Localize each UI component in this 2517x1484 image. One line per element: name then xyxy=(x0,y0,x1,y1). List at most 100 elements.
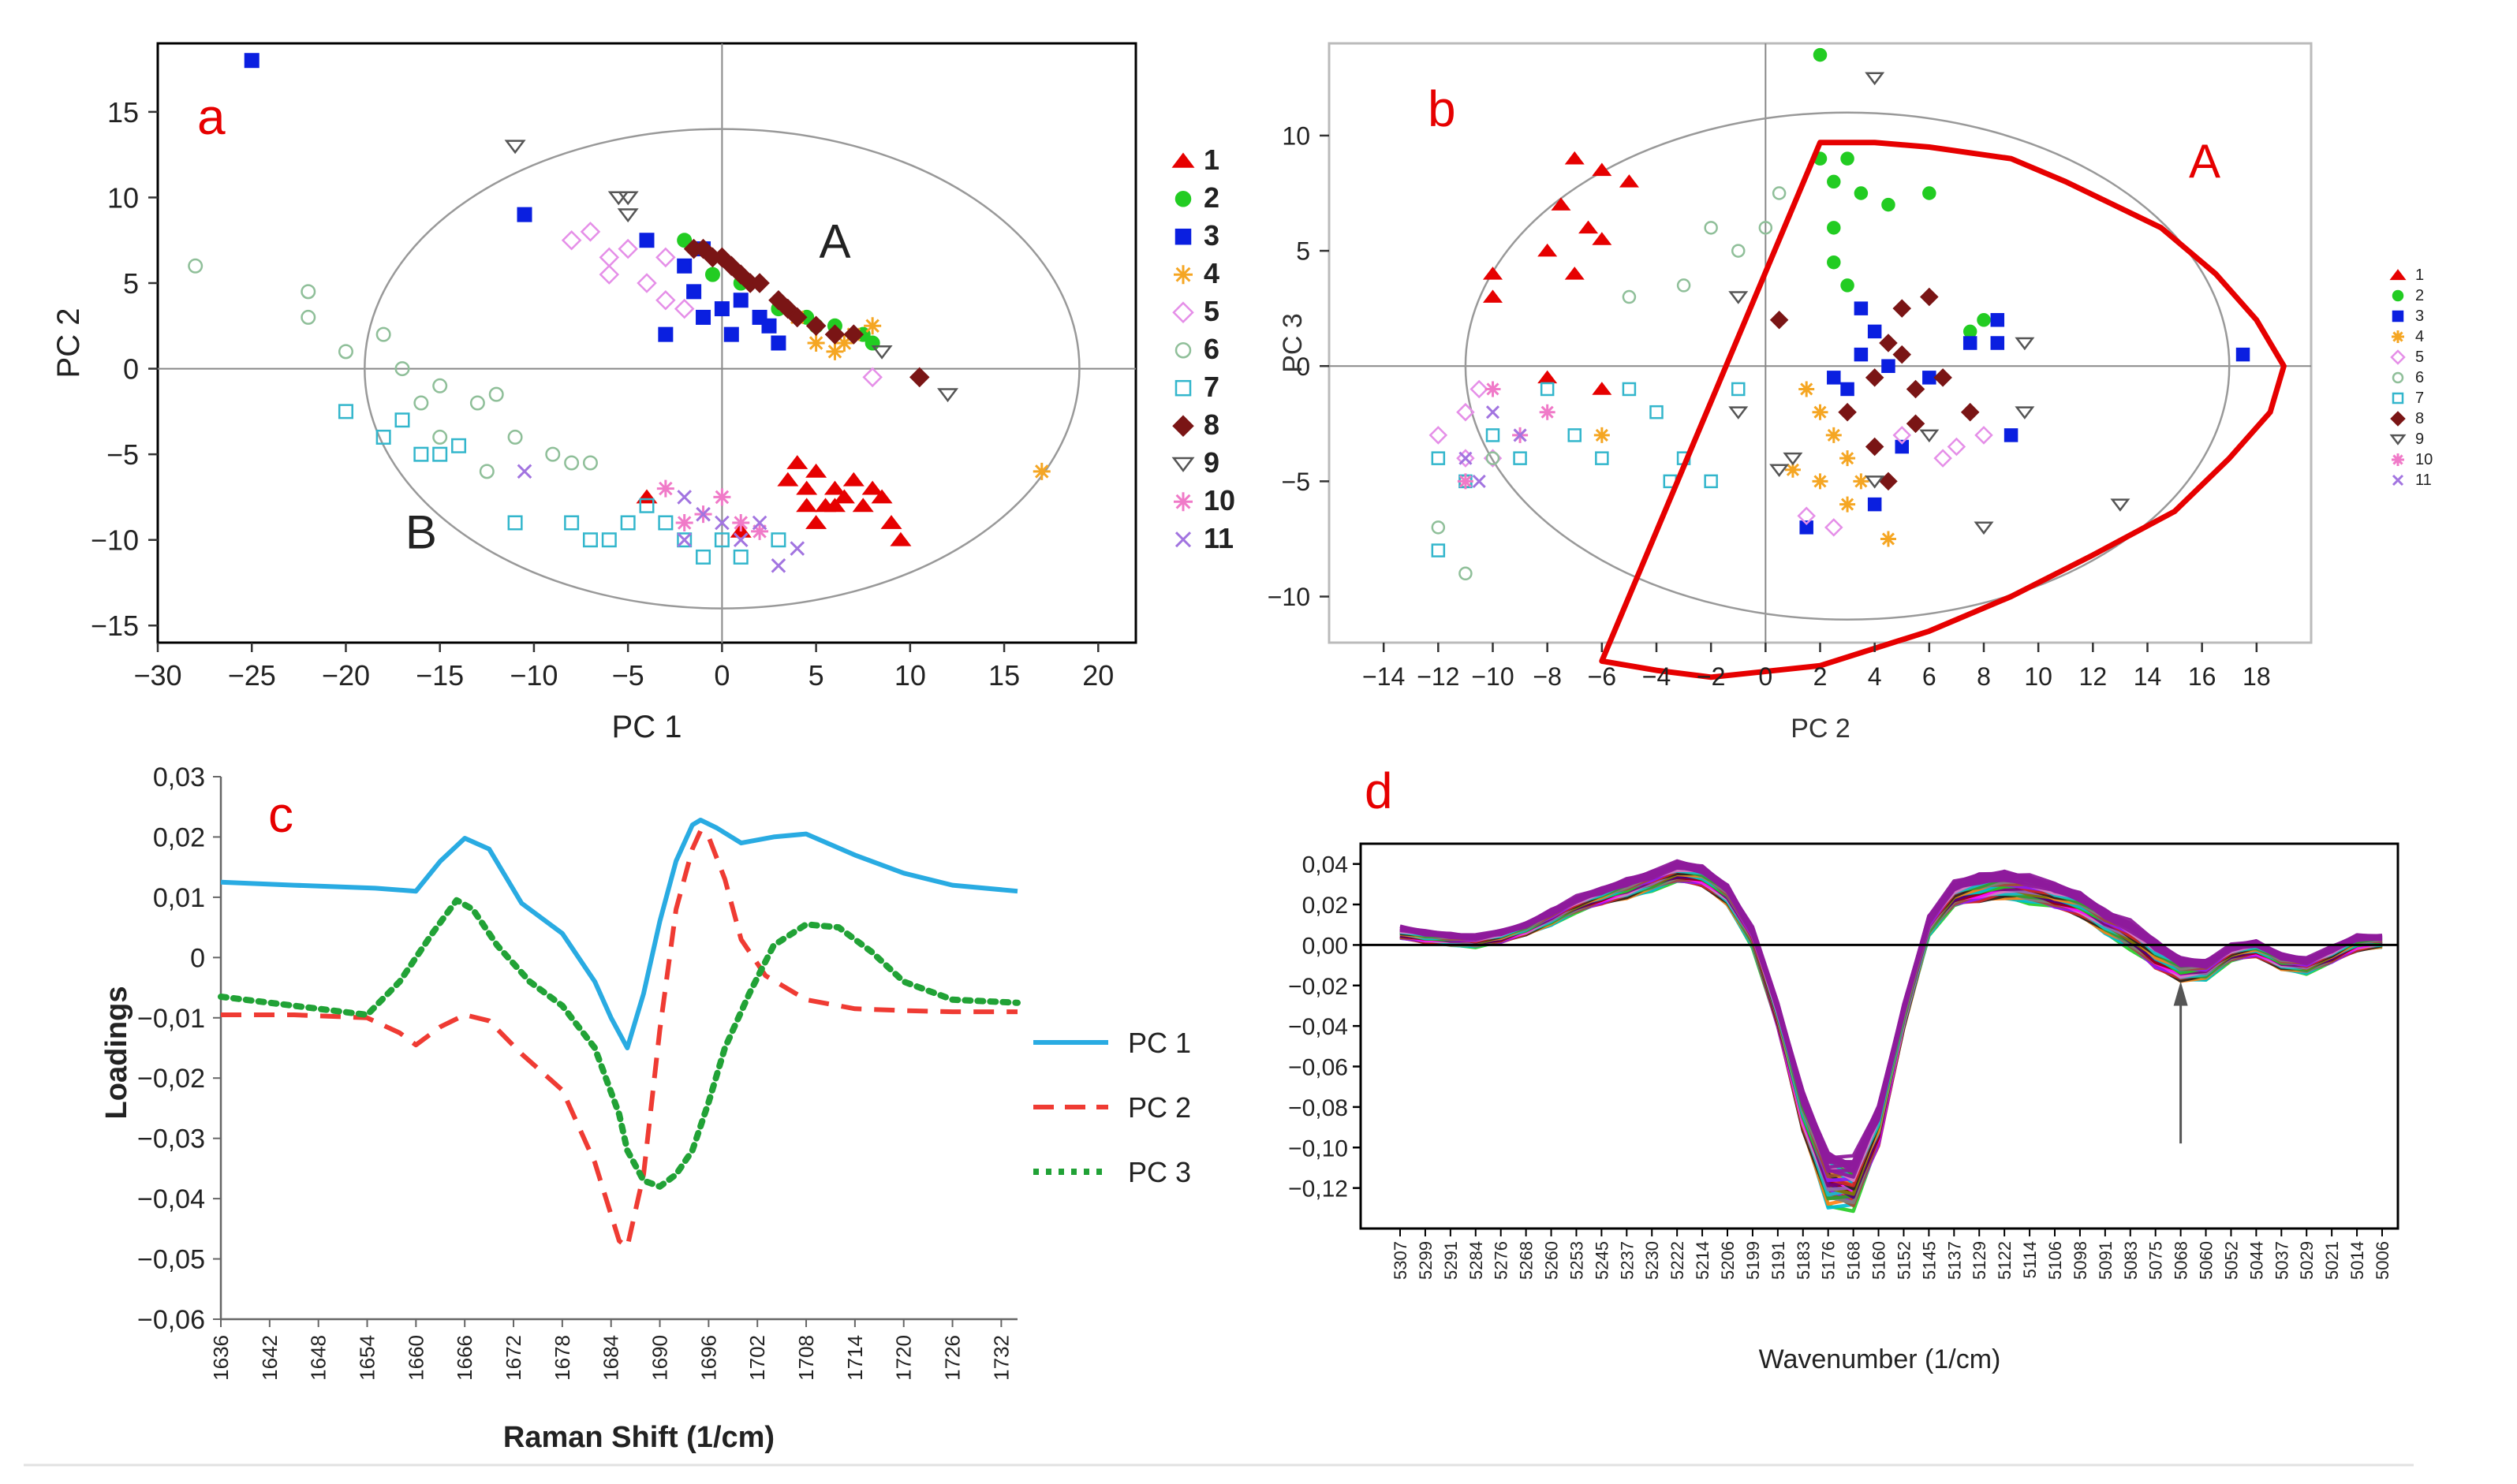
x-tick-label: 1720 xyxy=(892,1335,916,1381)
legend-marker-4 xyxy=(2392,330,2404,343)
y-tick-label: −0,08 xyxy=(1288,1095,1348,1121)
data-point-series-4 xyxy=(1825,427,1842,443)
y-tick-label: 0 xyxy=(123,353,139,386)
x-tick-label: −15 xyxy=(416,659,464,692)
x-tick-label: 5160 xyxy=(1869,1241,1889,1280)
data-point-series-8 xyxy=(1906,414,1925,434)
x-tick-label: 1690 xyxy=(648,1335,672,1381)
line-series-pc1 xyxy=(220,818,1018,1050)
data-point-series-11 xyxy=(1458,451,1473,465)
data-point-series-3 xyxy=(714,301,730,317)
y-tick-label: −0,05 xyxy=(137,1245,205,1275)
data-point-series-3 xyxy=(1990,336,2005,350)
data-point-series-8 xyxy=(1960,402,1980,422)
panel-b-pca-scores: −14 −12 −10 −8 −6 −4 −2 0 2 4 6 8 10 12 14 16 181050−5−1… xyxy=(1268,42,2433,744)
data-point-series-3 xyxy=(1895,439,1909,454)
legend-marker-10 xyxy=(2392,453,2404,466)
x-tick-label: 0 xyxy=(714,659,730,692)
legend-label-10: 10 xyxy=(2415,451,2433,468)
data-point-series-6 xyxy=(469,395,485,411)
data-point-series-2 xyxy=(677,233,693,248)
data-point-series-4 xyxy=(826,342,844,360)
data-point-series-7 xyxy=(432,446,448,462)
data-point-series-3 xyxy=(677,258,693,274)
legend-label-11: 11 xyxy=(1204,522,1234,554)
panel-b-legend: 1 2 3 4 5 6 7 8 9 10 11 xyxy=(2389,267,2433,489)
data-point-series-7 xyxy=(1567,428,1582,442)
data-point-series-6 xyxy=(1622,289,1637,304)
y-tick-label: −0,01 xyxy=(137,1004,205,1034)
legend-label-6: 6 xyxy=(2415,369,2424,386)
x-tick-label: 5276 xyxy=(1492,1241,1511,1280)
data-point-series-6 xyxy=(338,344,353,360)
data-point-series-5 xyxy=(561,229,582,251)
x-tick-label: 16 xyxy=(2188,662,2216,691)
y-tick-label: −0,06 xyxy=(137,1305,205,1335)
data-point-series-3 xyxy=(1867,497,1882,512)
data-point-series-9 xyxy=(2015,337,2035,351)
data-point-series-8 xyxy=(824,324,846,345)
x-tick-label: 5 xyxy=(809,659,824,692)
x-tick-label: 1666 xyxy=(453,1335,476,1381)
legend-label-11: 11 xyxy=(2415,472,2432,489)
data-point-series-1 xyxy=(842,472,865,487)
x-tick-label: 1660 xyxy=(404,1335,428,1381)
data-point-series-3 xyxy=(696,309,711,325)
data-point-series-1 xyxy=(823,498,846,513)
data-point-series-2 xyxy=(1813,47,1828,62)
data-point-series-8 xyxy=(1892,299,1912,318)
data-point-series-6 xyxy=(1485,451,1500,465)
data-point-series-1 xyxy=(861,480,883,495)
legend-marker-8 xyxy=(1172,415,1194,437)
y-tick-label: −5 xyxy=(1282,468,1310,496)
y-tick-label: −0,06 xyxy=(1288,1055,1348,1081)
data-point-series-10 xyxy=(713,488,731,506)
group-label-B: B xyxy=(405,506,437,559)
hotelling-ellipse xyxy=(1464,111,2231,621)
data-point-series-11 xyxy=(517,464,532,479)
data-point-series-5 xyxy=(599,264,620,285)
data-point-series-1 xyxy=(871,489,893,504)
x-tick-label: 5137 xyxy=(1944,1241,1964,1280)
legend-label-10: 10 xyxy=(1204,484,1235,516)
x-tick-label: 5075 xyxy=(2146,1241,2166,1280)
panel-c-loadings: 0,03 0,02 0,01 0 −0,01 −0,02 −0,03 −0,04 −0,05 −0… xyxy=(100,763,1191,1454)
region-a-outline xyxy=(1599,140,2287,680)
data-point-series-4 xyxy=(1853,473,1869,490)
y-tick-label: 5 xyxy=(123,267,139,300)
x-tick-label: 5037 xyxy=(2272,1241,2291,1280)
spectrum-curve xyxy=(1399,859,2383,1160)
x-tick-label: 5122 xyxy=(1995,1241,2015,1280)
x-tick-label: 1636 xyxy=(209,1335,233,1381)
x-tick-label: 1708 xyxy=(794,1335,818,1381)
x-tick-label: 5222 xyxy=(1667,1241,1687,1280)
data-point-series-1 xyxy=(1482,267,1503,280)
y-tick-label: 10 xyxy=(1282,121,1310,150)
data-point-series-1 xyxy=(1551,197,1571,211)
x-tick-label: 5307 xyxy=(1391,1241,1410,1280)
x-tick-label: 5091 xyxy=(2096,1241,2116,1280)
data-point-series-7 xyxy=(1704,474,1718,489)
data-point-series-6 xyxy=(1676,278,1691,293)
data-point-series-9 xyxy=(1769,464,1790,477)
data-point-series-2 xyxy=(704,267,720,282)
panel-d-xlabel: Wavenumber (1/cm) xyxy=(1759,1344,2001,1374)
x-tick-label: 6 xyxy=(1922,662,1936,691)
x-tick-label: 14 xyxy=(2134,662,2162,691)
data-point-series-1 xyxy=(1592,232,1612,245)
legend-marker-11 xyxy=(2392,474,2404,487)
data-point-series-1 xyxy=(880,515,902,529)
data-point-series-8 xyxy=(1920,287,1939,307)
data-point-series-3 xyxy=(2004,428,2018,442)
x-tick-label: −8 xyxy=(1533,662,1561,691)
x-tick-label: 5068 xyxy=(2172,1241,2191,1280)
data-point-series-4 xyxy=(1033,462,1051,480)
data-point-series-1 xyxy=(1619,174,1639,188)
x-tick-label: −10 xyxy=(510,659,558,692)
legend-label-pc3: PC 3 xyxy=(1128,1156,1191,1188)
data-point-series-7 xyxy=(696,549,711,565)
data-point-series-7 xyxy=(582,532,598,548)
data-point-series-2 xyxy=(1881,197,1895,212)
data-point-series-1 xyxy=(1578,220,1599,234)
panel-a-label: a xyxy=(197,88,226,145)
